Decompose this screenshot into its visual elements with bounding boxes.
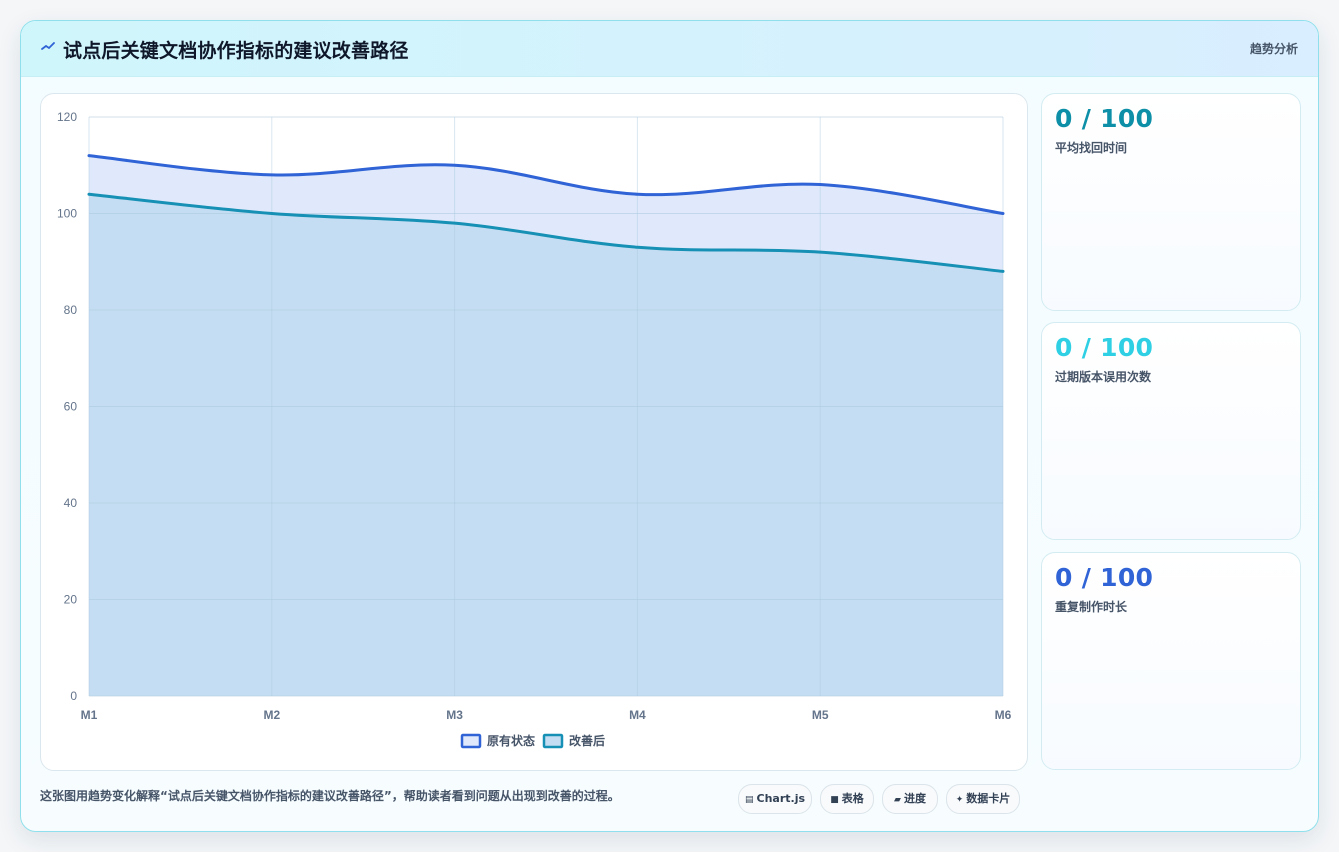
pill-label: 表格 [841,792,864,805]
metric-value: 0 / 100 [1055,104,1154,133]
metric-label: 平均找回时间 [1055,141,1128,155]
metric-card-recovery-time: 0 / 100 平均找回时间 [1041,93,1301,311]
metric-card-outdated-version: 0 / 100 过期版本误用次数 [1041,322,1301,540]
series-line-1 [87,154,1005,215]
card-header: 试点后关键文档协作指标的建议改善路径 趋势分析 [21,21,1318,77]
pill-table[interactable]: ■ 表格 [820,784,874,814]
x-tick-label: M6 [995,708,1012,722]
y-tick-label: 20 [64,593,78,607]
pill-label: Chart.js [756,792,806,805]
table-icon: ■ [830,795,839,805]
x-tick-label: M4 [629,708,646,722]
dashboard-card: 试点后关键文档协作指标的建议改善路径 趋势分析 0 20 40 60 80 100 120 M… [20,20,1319,832]
x-tick-label: M2 [263,708,280,722]
legend-swatch-2 [542,733,564,749]
y-tick-label: 60 [64,400,78,414]
metric-value: 0 / 100 [1055,333,1154,362]
progress-icon: ▰ [894,795,901,805]
pill-chartjs[interactable]: ▤ Chart.js [738,784,812,814]
series-area-2 [89,194,1003,696]
page-title: 试点后关键文档协作指标的建议改善路径 [63,40,409,62]
pill-label: 数据卡片 [966,792,1011,805]
legend-swatch-1 [460,733,482,749]
metric-card-rework-time: 0 / 100 重复制作时长 [1041,552,1301,770]
area-chart: 0 20 40 60 80 100 120 M1 M2 M3 M4 M5 M6 原有状态 改善后 [57,110,1012,749]
y-tick-label: 0 [70,689,77,703]
series-line-2 [87,192,1005,273]
metric-label: 重复制作时长 [1055,600,1128,614]
pill-data-cards[interactable]: ✦ 数据卡片 [946,784,1020,814]
chart-panel: 0 20 40 60 80 100 120 M1 M2 M3 M4 M5 M6 原有状态 改善后 [40,93,1028,771]
metric-label: 过期版本误用次数 [1055,370,1152,384]
x-tick-label: M3 [446,708,463,722]
trend-line-icon [41,42,55,50]
pill-label: 进度 [903,792,926,805]
x-tick-label: M1 [81,708,98,722]
metric-value: 0 / 100 [1055,563,1154,592]
x-tick-label: M5 [812,708,829,722]
legend-label: 改善后 [569,733,605,748]
y-tick-label: 80 [64,303,78,317]
y-tick-label: 100 [57,207,77,221]
sparkle-icon: ✦ [955,795,964,805]
chart-icon: ▤ [744,795,754,805]
y-tick-label: 120 [57,110,77,124]
analysis-tag[interactable]: 趋势分析 [1249,42,1298,56]
chart-description: 这张图用趋势变化解释“试点后关键文档协作指标的建议改善路径”，帮助读者看到问题从… [40,789,620,803]
legend-label: 原有状态 [487,733,535,748]
pill-progress[interactable]: ▰ 进度 [882,784,938,814]
y-tick-label: 40 [64,496,78,510]
